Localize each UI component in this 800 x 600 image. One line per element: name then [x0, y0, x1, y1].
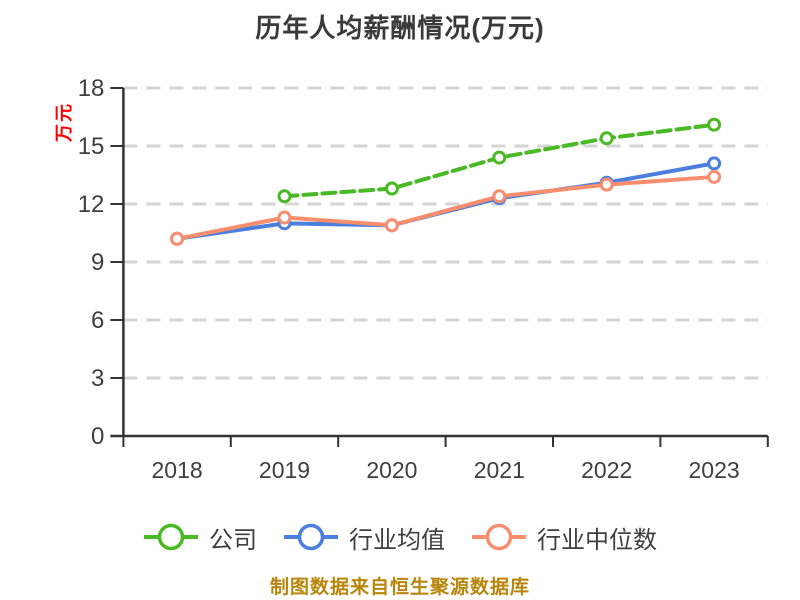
data-point-0-2021[interactable] — [492, 150, 507, 165]
data-point-0-2023[interactable] — [707, 117, 722, 132]
data-point-2-2018[interactable] — [170, 231, 185, 246]
data-point-0-2019[interactable] — [277, 189, 292, 204]
legend-label: 公司 — [209, 526, 257, 554]
y-tick-label: 6 — [91, 307, 104, 334]
x-tick-label: 2018 — [152, 457, 203, 483]
data-point-2-2019[interactable] — [277, 210, 292, 225]
data-point-2-2021[interactable] — [492, 189, 507, 204]
legend-marker-icon — [144, 523, 198, 551]
legend-marker-icon — [284, 523, 338, 551]
legend-item-0[interactable]: 公司 — [143, 520, 257, 555]
x-tick-label: 2019 — [259, 457, 310, 483]
y-tick-label: 18 — [78, 75, 105, 102]
chart-title: 历年人均薪酬情况(万元) — [255, 13, 545, 43]
data-point-2-2022[interactable] — [599, 177, 614, 192]
data-point-2-2020[interactable] — [384, 218, 399, 233]
x-tick-label: 2023 — [689, 457, 740, 483]
x-tick-label: 2022 — [581, 457, 632, 483]
legend-label: 行业中位数 — [537, 526, 657, 554]
y-tick-label: 0 — [91, 423, 104, 450]
x-tick-label: 2021 — [474, 457, 525, 483]
legend-label: 行业均值 — [349, 526, 445, 554]
y-tick-label: 3 — [91, 365, 104, 392]
series-line-2 — [175, 174, 717, 241]
legend-marker-icon — [472, 523, 526, 551]
data-point-1-2023[interactable] — [707, 156, 722, 171]
legend: 公司 行业均值 行业中位数 — [0, 516, 800, 558]
legend-item-2[interactable]: 行业中位数 — [471, 520, 657, 555]
data-point-0-2022[interactable] — [599, 131, 614, 146]
x-tick-label: 2020 — [366, 457, 417, 483]
y-tick-label: 12 — [78, 191, 105, 218]
y-tick-label: 15 — [78, 133, 105, 160]
legend-item-1[interactable]: 行业均值 — [283, 520, 445, 555]
data-source-note: 制图数据来自恒生聚源数据库 — [269, 577, 530, 598]
y-tick-label: 9 — [91, 249, 104, 276]
data-point-2-2023[interactable] — [707, 169, 722, 184]
data-point-0-2020[interactable] — [384, 181, 399, 196]
